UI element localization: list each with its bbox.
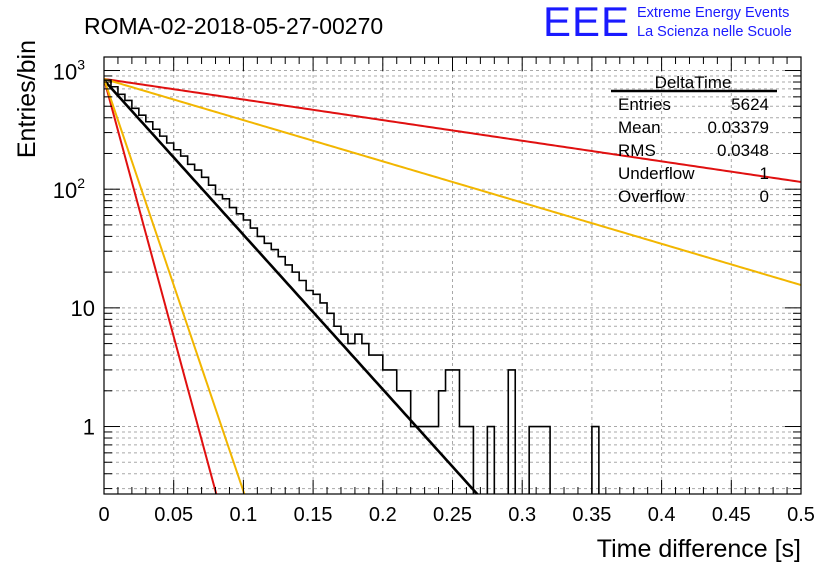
x-tick-label: 0.1 — [229, 504, 257, 526]
stats-row-value: 1 — [760, 164, 769, 183]
x-tick-label: 0.35 — [572, 504, 611, 526]
stats-row-value: 0.0348 — [717, 141, 769, 160]
x-tick-label: 0.25 — [433, 504, 472, 526]
fit-curves — [104, 77, 801, 494]
x-tick-label: 0.05 — [154, 504, 193, 526]
series-line-2 — [104, 78, 218, 494]
x-tick-label: 0 — [98, 504, 109, 526]
stats-box: DeltaTime Entries 5624 Mean 0.03379 RMS 0.034… — [611, 73, 777, 206]
stats-row-value: 5624 — [731, 95, 769, 114]
series-line-3 — [104, 77, 801, 286]
x-axis-label: Time difference [s] — [597, 535, 801, 563]
series-line-1 — [104, 77, 801, 183]
stats-row-label: Underflow — [618, 164, 695, 183]
logo-letters: EEE — [543, 0, 631, 45]
x-tick-label: 0.5 — [787, 504, 815, 526]
grid — [104, 57, 801, 494]
stats-row-label: RMS — [618, 141, 656, 160]
y-axis-label: Entries/bin — [13, 40, 41, 158]
chart-title: ROMA-02-2018-05-27-00270 — [84, 13, 383, 39]
logo-line-1: Extreme Energy Events — [637, 5, 790, 21]
x-tick-label: 0.45 — [712, 504, 751, 526]
x-tick-label: 0.3 — [508, 504, 536, 526]
x-tick-label: 0.2 — [369, 504, 397, 526]
y-tick-label: 1 — [83, 415, 95, 440]
y-tick-label: 10 — [71, 296, 95, 321]
stats-row-label: Entries — [618, 95, 671, 114]
stats-box-title: DeltaTime — [655, 73, 732, 92]
y-tick-label: 103 — [53, 57, 85, 85]
histogram-series — [104, 79, 600, 494]
stats-box-rows: Entries 5624 Mean 0.03379 RMS 0.0348 Underflow… — [618, 95, 769, 206]
x-tick-label: 0.4 — [648, 504, 676, 526]
x-axis-ticks: 0 0.05 0.1 0.15 0.2 0.25 0.3 0.35 0.4 0.45 0.5 — [98, 57, 815, 526]
eee-logo: EEE Extreme Energy Events La Scienza nel… — [540, 0, 830, 45]
stats-row-value: 0 — [760, 187, 769, 206]
series-line-0 — [104, 79, 479, 494]
stats-row-label: Mean — [618, 118, 661, 137]
x-tick-label: 0.15 — [294, 504, 333, 526]
y-tick-label: 102 — [53, 175, 85, 203]
stats-row-value: 0.03379 — [708, 118, 769, 137]
stats-row-label: Overflow — [618, 187, 686, 206]
series-line-4 — [104, 78, 246, 494]
logo-line-2: La Scienza nelle Scuole — [637, 24, 792, 40]
